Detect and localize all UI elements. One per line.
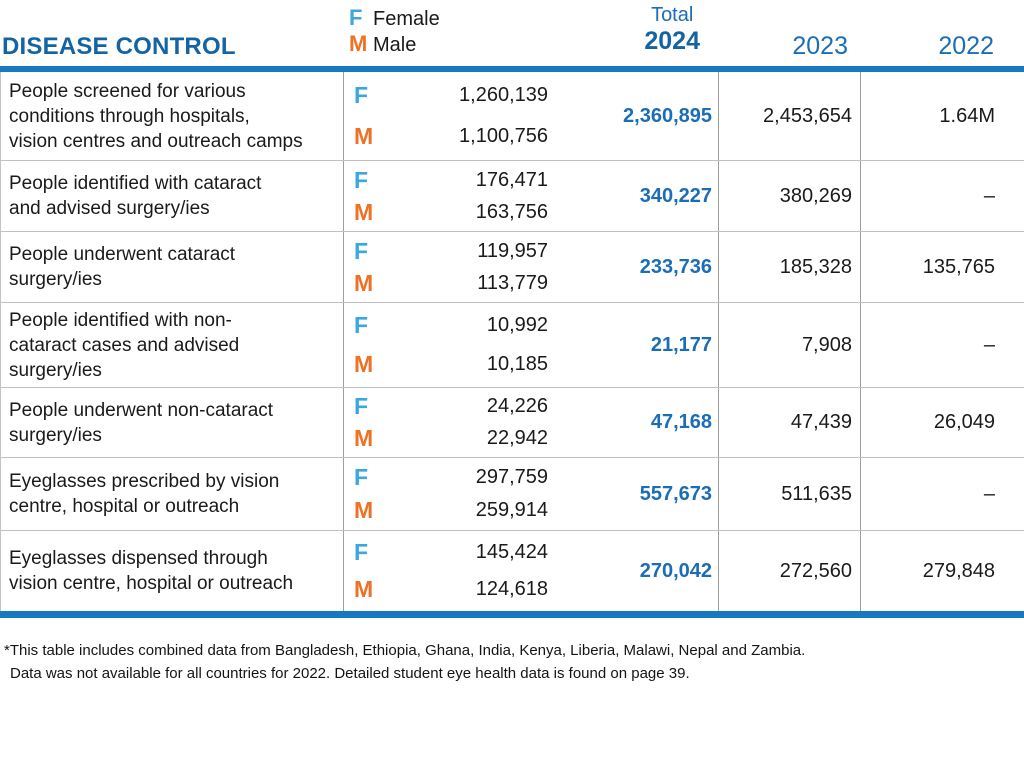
male-symbol-icon: M <box>354 424 374 451</box>
value-2023: 7,908 <box>718 303 860 387</box>
total-2024-value: 233,736 <box>639 255 712 278</box>
value-2023: 185,328 <box>718 232 860 302</box>
female-value: 1,260,139 <box>459 84 548 106</box>
value-2022: 135,765 <box>860 232 1024 302</box>
value-2022: – <box>860 161 1024 231</box>
female-symbol-icon: F <box>354 539 369 565</box>
male-symbol-icon: M <box>354 123 374 149</box>
value-2023: 511,635 <box>718 458 860 530</box>
top-divider-rule <box>0 66 1024 72</box>
female-value: 10,992 <box>486 314 548 336</box>
legend-male: M Male <box>349 31 440 57</box>
female-symbol-icon: F <box>354 166 369 193</box>
table-row: People underwent cataract surgery/ies F … <box>1 232 1024 303</box>
female-value: 24,226 <box>486 395 548 418</box>
column-header-2023: 2023 <box>792 32 848 60</box>
female-value: 176,471 <box>475 168 548 191</box>
gender-legend: F Female M Male <box>343 0 440 66</box>
value-2022: 279,848 <box>860 531 1024 611</box>
total-2024-value: 557,673 <box>639 482 712 505</box>
column-header-2022: 2022 <box>938 32 994 60</box>
column-header-total-2024: Total 2024 <box>644 0 718 55</box>
total-2024-value: 21,177 <box>650 333 712 356</box>
male-value: 1,100,756 <box>459 125 548 147</box>
row-label: People identified with non- cataract cas… <box>9 309 240 381</box>
row-label: Eyeglasses dispensed through vision cent… <box>9 548 294 594</box>
male-symbol-icon: M <box>354 351 374 377</box>
row-label: People underwent non-cataract surgery/ie… <box>9 399 274 446</box>
total-2024-value: 270,042 <box>639 559 712 582</box>
male-value: 259,914 <box>475 499 548 521</box>
female-symbol-icon: F <box>354 82 369 108</box>
footnotes: *This table includes combined data from … <box>0 618 1024 685</box>
row-gender-values: F 10,992 M 10,185 21,177 <box>343 303 718 387</box>
disease-control-table: People screened for various conditions t… <box>0 72 1024 611</box>
male-symbol-icon: M <box>354 497 374 523</box>
table-row: People identified with cataract and advi… <box>1 161 1024 232</box>
legend-male-label: Male <box>373 34 417 56</box>
total-2024-value: 340,227 <box>639 184 712 207</box>
value-2023: 272,560 <box>718 531 860 611</box>
value-2023: 380,269 <box>718 161 860 231</box>
row-gender-values: F 1,260,139 M 1,100,756 2,360,895 <box>343 72 718 160</box>
row-gender-values: F 24,226 M 22,942 47,168 <box>343 388 718 457</box>
male-symbol-icon: M <box>354 269 374 296</box>
male-symbol-icon: M <box>354 576 374 602</box>
header-legend-and-total: F Female M Male Total 2024 <box>343 0 718 66</box>
value-2022: 26,049 <box>860 388 1024 457</box>
row-label: People identified with cataract and advi… <box>9 173 262 219</box>
bottom-divider-rule <box>0 611 1024 618</box>
male-value: 113,779 <box>477 271 548 294</box>
footnote-line: Data was not available for all countries… <box>10 665 690 682</box>
male-value: 10,185 <box>486 353 548 375</box>
male-symbol-icon: M <box>354 198 374 225</box>
female-value: 119,957 <box>477 239 548 262</box>
row-label: People screened for various conditions t… <box>9 80 303 152</box>
legend-female-label: Female <box>373 8 440 30</box>
table-row: People identified with non- cataract cas… <box>1 303 1024 388</box>
female-symbol-icon: F <box>354 237 369 264</box>
male-value: 124,618 <box>475 578 548 600</box>
row-label: People underwent cataract surgery/ies <box>9 244 236 290</box>
female-value: 297,759 <box>475 466 548 488</box>
value-2022: 1.64M <box>860 72 1024 160</box>
female-symbol-icon: F <box>354 312 369 338</box>
table-row: Eyeglasses dispensed through vision cent… <box>1 531 1024 611</box>
male-value: 163,756 <box>475 200 548 223</box>
footnote-line: *This table includes combined data from … <box>4 642 806 659</box>
row-gender-values: F 145,424 M 124,618 270,042 <box>343 531 718 611</box>
table-row: People underwent non-cataract surgery/ie… <box>1 388 1024 458</box>
row-gender-values: F 297,759 M 259,914 557,673 <box>343 458 718 530</box>
legend-female: F Female <box>349 5 440 31</box>
row-gender-values: F 176,471 M 163,756 340,227 <box>343 161 718 231</box>
row-label: Eyeglasses prescribed by vision centre, … <box>9 471 280 517</box>
male-symbol-icon: M <box>349 31 368 56</box>
page-title: DISEASE CONTROL <box>2 33 236 60</box>
female-symbol-icon: F <box>354 393 369 420</box>
total-2024-value: 2,360,895 <box>623 104 712 127</box>
table-row: Eyeglasses prescribed by vision centre, … <box>1 458 1024 531</box>
value-2023: 47,439 <box>718 388 860 457</box>
total-label: Total <box>651 4 694 26</box>
row-gender-values: F 119,957 M 113,779 233,736 <box>343 232 718 302</box>
value-2023: 2,453,654 <box>718 72 860 160</box>
value-2022: – <box>860 458 1024 530</box>
total-2024-value: 47,168 <box>650 411 712 433</box>
table-header: DISEASE CONTROL F Female M Male Total 20… <box>0 0 1024 66</box>
year-2024-label: 2024 <box>644 27 700 55</box>
value-2022: – <box>860 303 1024 387</box>
male-value: 22,942 <box>486 426 548 449</box>
female-symbol-icon: F <box>349 5 363 30</box>
female-symbol-icon: F <box>354 464 369 490</box>
table-row: People screened for various conditions t… <box>1 72 1024 161</box>
female-value: 145,424 <box>475 541 548 563</box>
